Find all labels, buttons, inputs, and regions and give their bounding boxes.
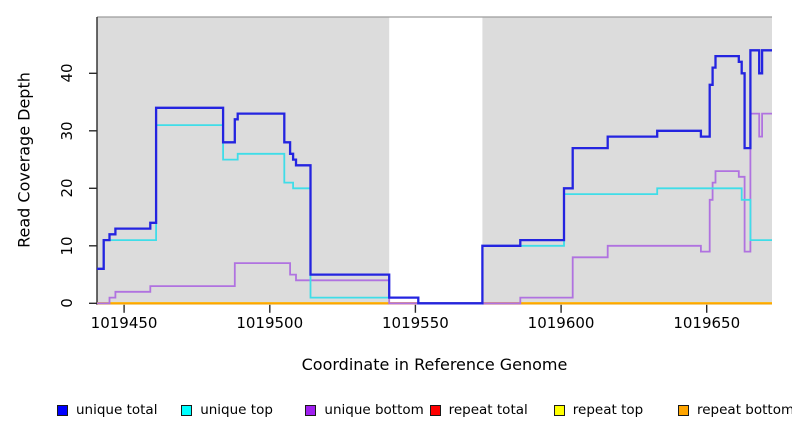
legend-item-unique-bottom: unique bottom bbox=[305, 402, 424, 418]
y-tick-label: 40 bbox=[58, 63, 76, 83]
legend-swatch-icon bbox=[678, 404, 689, 416]
x-axis-title: Coordinate in Reference Genome bbox=[301, 355, 568, 374]
legend-swatch-icon bbox=[181, 404, 193, 416]
plot-shaded-region bbox=[97, 17, 390, 305]
legend-item-unique-total: unique total bbox=[57, 402, 157, 418]
x-tick-label: 1019450 bbox=[90, 314, 158, 332]
plot-shaded-region bbox=[482, 17, 772, 305]
legend-label: unique total bbox=[76, 402, 158, 418]
y-tick-label: 30 bbox=[58, 121, 76, 141]
legend-item-unique-top: unique top bbox=[181, 402, 273, 418]
legend-item-repeat-total: repeat total bbox=[429, 402, 528, 418]
series-line-unique-total bbox=[97, 49, 772, 305]
legend-item-repeat-bottom: repeat bottom bbox=[678, 402, 792, 418]
y-tick-label: 20 bbox=[58, 178, 76, 198]
legend-label: repeat total bbox=[448, 402, 528, 418]
legend-label: unique top bbox=[200, 402, 273, 418]
x-tick-label: 1019500 bbox=[236, 314, 304, 332]
legend-label: repeat top bbox=[572, 402, 644, 418]
x-tick-label: 1019550 bbox=[382, 314, 449, 332]
y-axis-title: Read Coverage Depth bbox=[14, 72, 34, 248]
legend-swatch-icon bbox=[429, 404, 441, 416]
x-tick-label: 1019650 bbox=[673, 314, 741, 332]
legend-label: repeat bottom bbox=[697, 402, 792, 418]
series-line-unique-bottom bbox=[97, 112, 772, 305]
legend-swatch-icon bbox=[305, 404, 317, 416]
y-tick-label: 0 bbox=[58, 298, 76, 309]
y-tick-label: 10 bbox=[58, 236, 76, 256]
legend-item-repeat-top: repeat top bbox=[553, 402, 644, 418]
x-tick-label: 1019600 bbox=[527, 314, 595, 332]
legend-swatch-icon bbox=[57, 404, 68, 416]
legend-swatch-icon bbox=[553, 404, 565, 416]
legend-label: unique bottom bbox=[324, 402, 424, 418]
